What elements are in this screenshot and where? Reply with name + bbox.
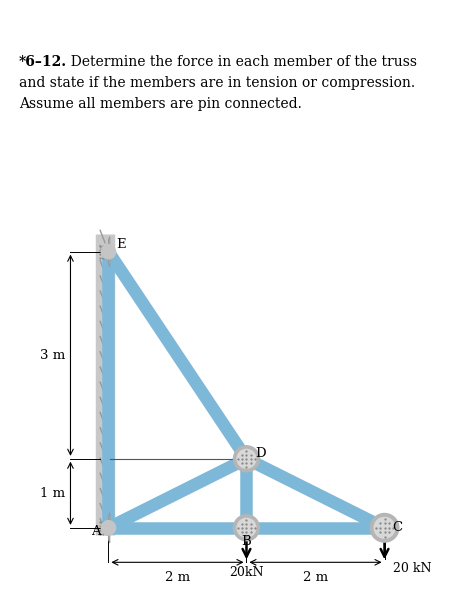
Text: C: C xyxy=(392,521,402,534)
Circle shape xyxy=(234,446,259,472)
Text: D: D xyxy=(255,447,265,460)
Polygon shape xyxy=(109,513,110,543)
Circle shape xyxy=(101,245,116,259)
Circle shape xyxy=(237,449,256,468)
Text: 3 m: 3 m xyxy=(40,349,65,362)
Text: 2 m: 2 m xyxy=(303,571,328,583)
Circle shape xyxy=(374,518,395,538)
Circle shape xyxy=(237,518,256,537)
Text: 20kN: 20kN xyxy=(229,566,264,579)
Circle shape xyxy=(101,521,116,535)
Text: 1 m: 1 m xyxy=(40,487,65,500)
Text: Determine the force in each member of the truss: Determine the force in each member of th… xyxy=(62,55,417,69)
Text: Assume all members are pin connected.: Assume all members are pin connected. xyxy=(19,97,302,111)
Text: A: A xyxy=(91,525,101,538)
Polygon shape xyxy=(109,236,110,267)
Text: B: B xyxy=(242,535,251,548)
Text: 20 kN: 20 kN xyxy=(393,562,431,576)
Text: 2 m: 2 m xyxy=(165,571,190,583)
Circle shape xyxy=(370,513,399,542)
Text: E: E xyxy=(116,238,126,252)
Text: *6–12.: *6–12. xyxy=(19,55,67,69)
Text: and state if the members are in tension or compression.: and state if the members are in tension … xyxy=(19,76,415,90)
Circle shape xyxy=(234,515,259,541)
